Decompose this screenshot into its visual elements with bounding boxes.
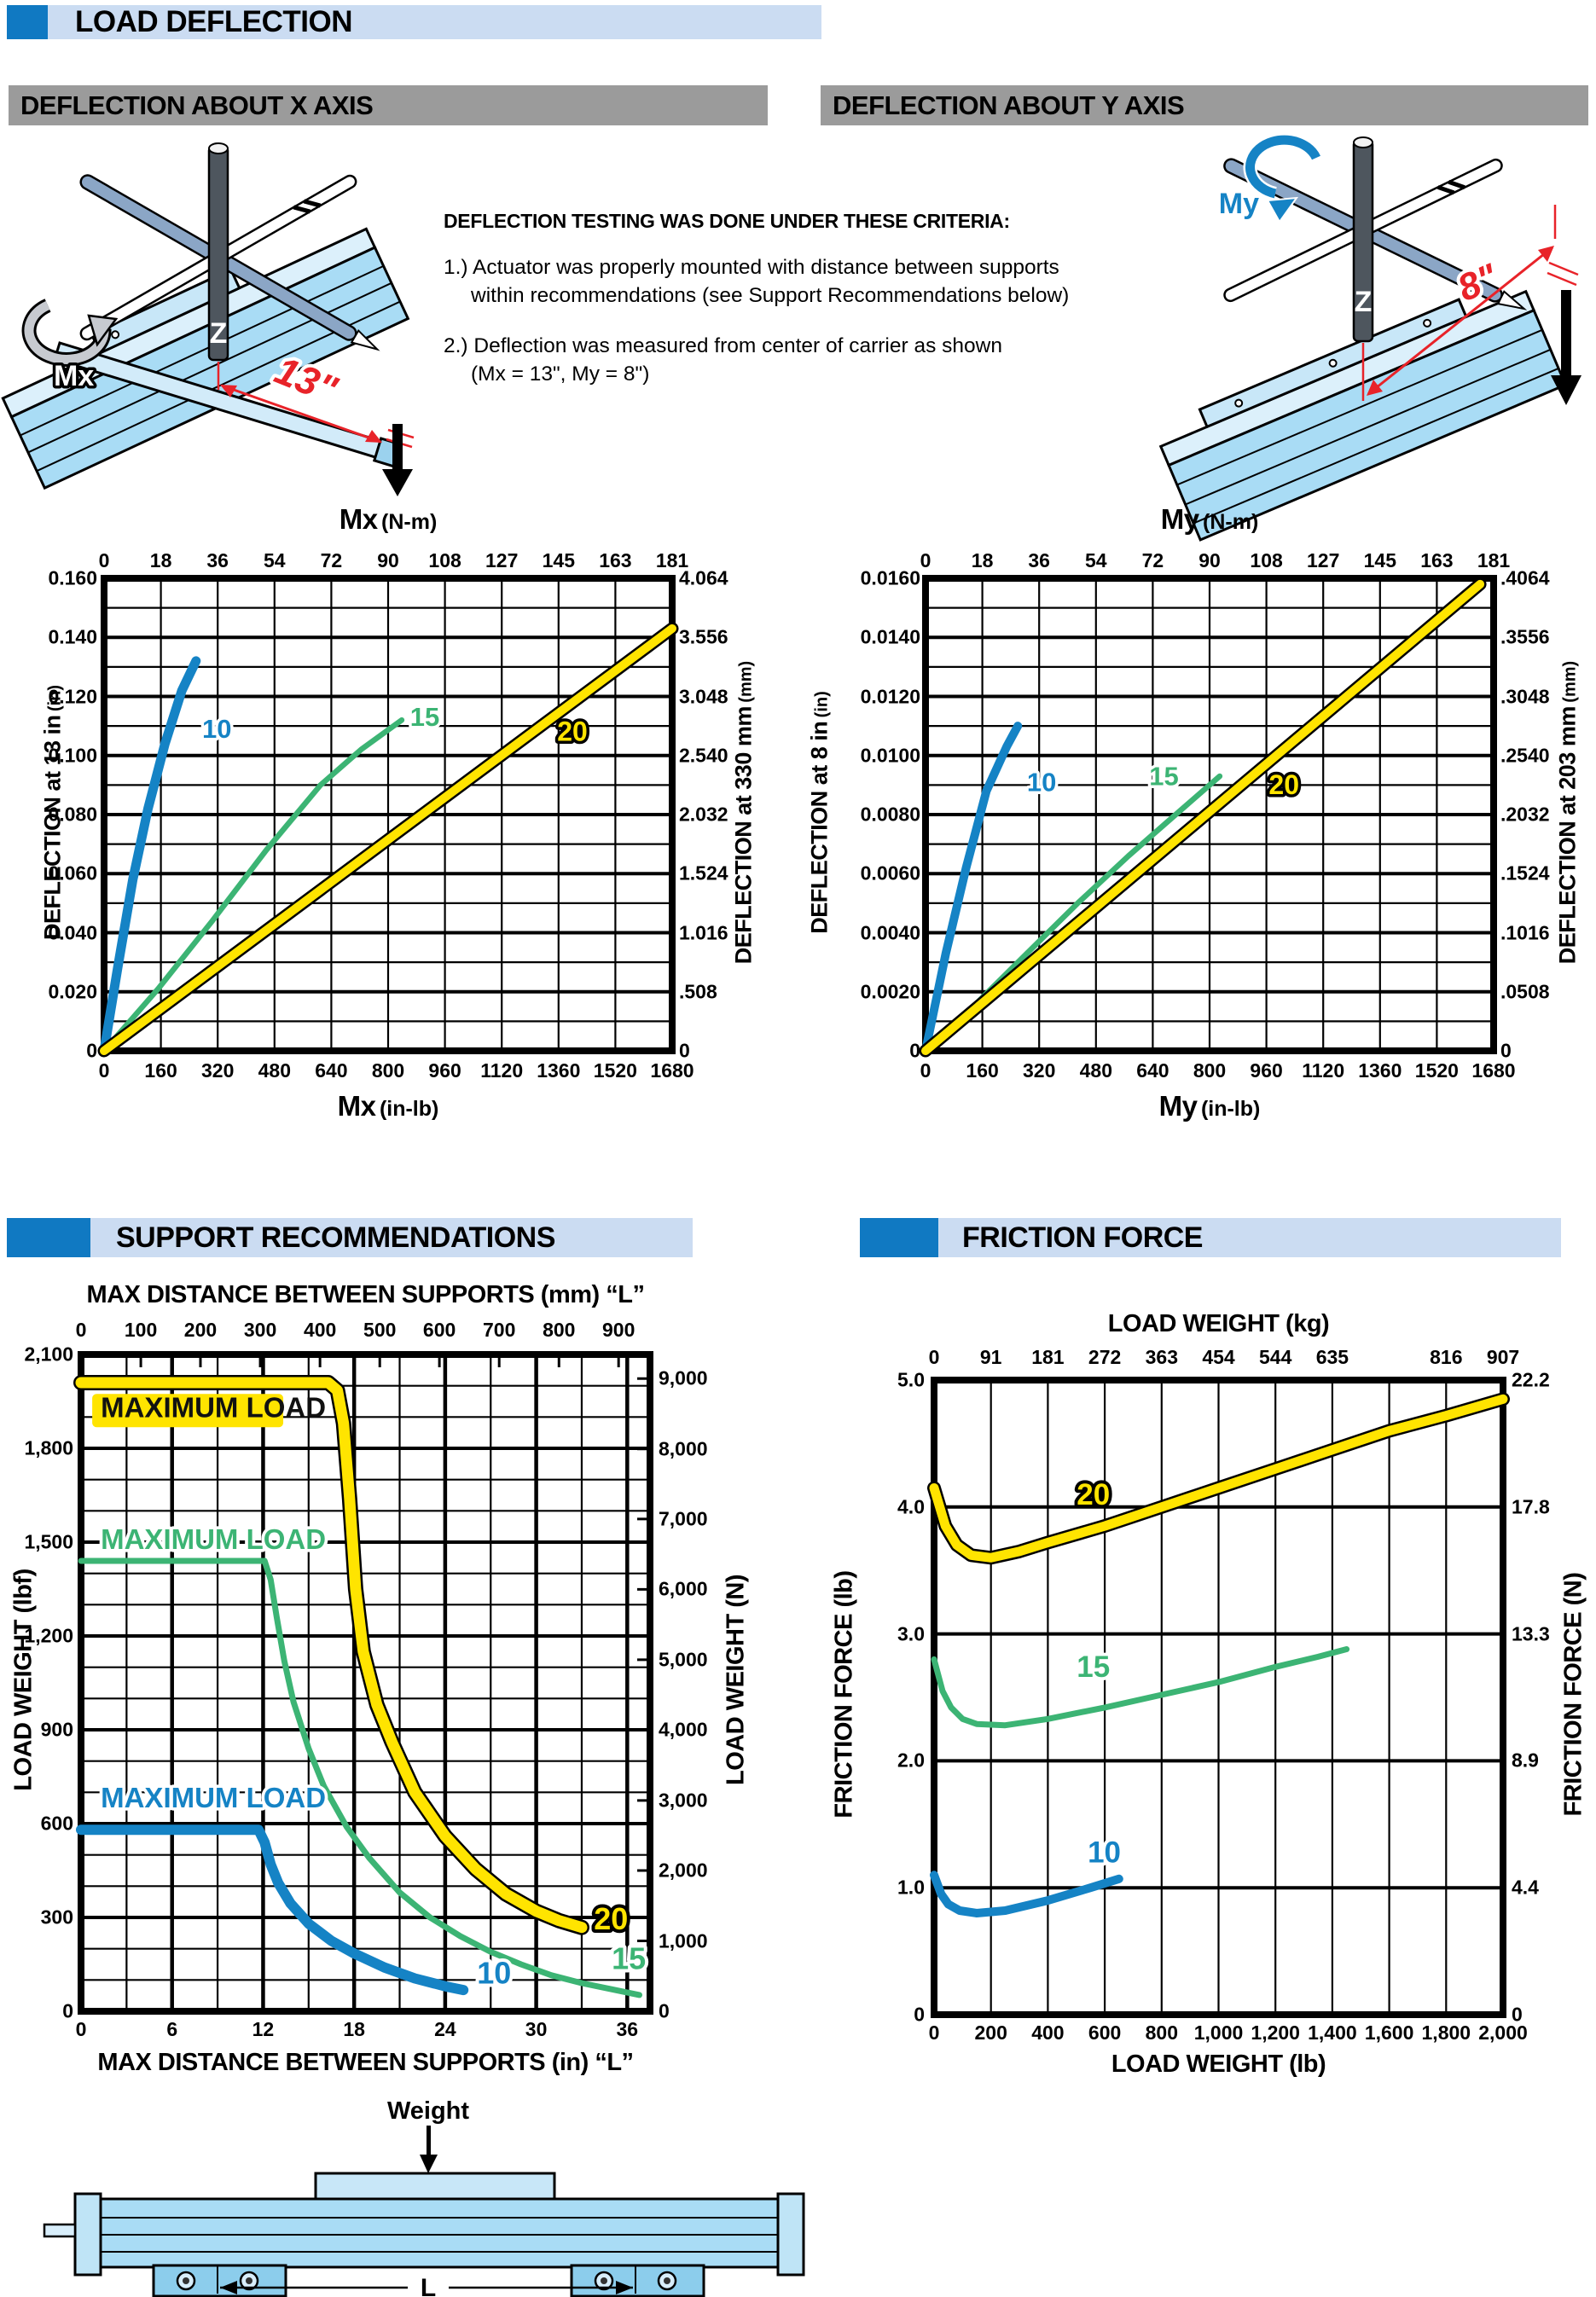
my-rotation-arrow (1243, 133, 1323, 223)
mx-bottom-ticks: 0 160 320 480 640 800 960 1120 1360 1520 1680 (98, 1059, 694, 1082)
my-chart-title: My (N-m) (1160, 503, 1259, 535)
svg-text:15: 15 (1077, 1650, 1110, 1684)
axis-cross: Z (79, 142, 380, 362)
my-bottom-ticks: 0 160 320 480 640 800 960 1120 1360 1520 1680 (920, 1059, 1516, 1082)
my-top-ticks: 0 18 36 54 72 90 108 127 145 163 181 (920, 549, 1511, 571)
my-left-axis-title: DEFLECTION at 8 in (in) (806, 691, 833, 934)
friction-title: FRICTION FORCE (962, 1221, 1203, 1254)
dimension-8in (1361, 205, 1579, 401)
mx-right-axis-title: DEFLECTION at 330 mm (mm) (730, 660, 757, 965)
header-accent-square (7, 5, 48, 39)
my-moment-label: My (1219, 188, 1259, 220)
support-bottom-title: MAX DISTANCE BETWEEN SUPPORTS (in) “L” (97, 2049, 634, 2076)
my-left-ticks: 0.0160 0.0140 0.0120 0.0100 0.0080 0.0060 0.00… (860, 566, 920, 1062)
friction-accent-square (860, 1218, 938, 1257)
friction-header-bar: FRICTION FORCE (938, 1218, 1561, 1257)
svg-text:20: 20 (557, 716, 588, 746)
length-label: L (421, 2274, 436, 2297)
page-header-bar: LOAD DEFLECTION (48, 5, 821, 39)
criteria-heading: DEFLECTION TESTING WAS DONE UNDER THESE … (444, 210, 1010, 232)
carrier-block (314, 2172, 556, 2201)
friction-right-ticks: 22.2 17.8 13.3 8.9 4.4 0 (1512, 1368, 1550, 2026)
weight-label: Weight (387, 2097, 469, 2125)
mx-rotation-arrow (21, 299, 119, 367)
mx-right-ticks: 4.064 3.556 3.048 2.540 2.032 1.524 1.016.508 0 (679, 566, 728, 1062)
deflection-y-illustration: Z My 8" (1158, 133, 1581, 542)
svg-text:10: 10 (477, 1956, 511, 1991)
page-title: LOAD DEFLECTION (75, 5, 352, 38)
friction-left-axis-title: FRICTION FORCE (lb) (830, 1570, 858, 1818)
svg-text:10: 10 (1027, 767, 1056, 797)
criteria-item-1: 1.) Actuator was properly mounted with d… (444, 256, 1070, 307)
my-right-axis-title: DEFLECTION at 203 mm (mm) (1554, 660, 1581, 965)
criteria-block: DEFLECTION TESTING WAS DONE UNDER THESE … (444, 210, 1152, 410)
criteria-item-2: 2.) Deflection was measured from center … (444, 334, 1002, 386)
length-dimension (217, 2265, 636, 2294)
mx-left-ticks: 0.160 0.140 0.120 0.100 0.080 0.060 0.040 0.020… (48, 566, 97, 1062)
svg-text:15: 15 (410, 702, 439, 732)
mx-left-axis-title: DEFLECTION at 13 in (in) (39, 684, 66, 941)
svg-text:20: 20 (1268, 769, 1299, 800)
support-top-ticks: 0 100 200 300 400 500 600 700 800 900 (75, 1319, 635, 1341)
rod-stub (43, 2223, 77, 2238)
mx-xaxis-title: Mx (in-lb) (337, 1090, 439, 1122)
friction-chart-canvas: 20 15 10 (927, 1377, 1510, 2018)
z-axis-label: Z (210, 317, 228, 350)
support-accent-square (7, 1218, 90, 1257)
cross-beam (53, 341, 403, 468)
down-arrow-x (382, 424, 413, 496)
end-cap-right (776, 2192, 805, 2277)
svg-text:15: 15 (612, 1941, 646, 1976)
support-bottom-ticks: 0 6 12 18 24 30 36 (75, 2018, 639, 2040)
my-right-ticks: .4064.3556.3048.2540.2032.1524.1016.0508… (1500, 566, 1550, 1062)
friction-bottom-ticks: 0 200 400 600 800 1,000 1,200 1,400 1,600 1,800 2,… (928, 2021, 1528, 2044)
support-chart-canvas: MAXIMUM LOAD MAXIMUM LOAD MAXIMUM LOAD 20 15… (73, 1351, 653, 2015)
support-top-title: MAX DISTANCE BETWEEN SUPPORTS (mm) “L” (86, 1281, 645, 1308)
svg-text:10: 10 (202, 714, 231, 744)
mount-foot-right (570, 2264, 705, 2297)
end-cap-left (73, 2192, 102, 2277)
mount-foot-left (152, 2264, 287, 2297)
svg-text:10: 10 (1088, 1836, 1121, 1869)
my-xaxis-title: My (in-lb) (1158, 1090, 1261, 1122)
svg-text:MAXIMUM LOAD: MAXIMUM LOAD (101, 1523, 326, 1555)
actuator-extrusion (99, 2197, 780, 2269)
svg-text:20: 20 (594, 1901, 628, 1936)
friction-top-ticks: 0 91 181 272 363 454 544 635 816 907 (928, 1346, 1520, 1368)
axis-cross-y: Z (1223, 136, 1528, 343)
friction-left-ticks: 5.0 4.0 3.0 2.0 1.0 0 (897, 1368, 925, 2026)
svg-text:MAXIMUM LOAD: MAXIMUM LOAD (101, 1391, 326, 1423)
section-header-x: DEFLECTION ABOUT X AXIS (9, 85, 768, 125)
support-title: SUPPORT RECOMMENDATIONS (116, 1221, 555, 1254)
my-chart-canvas: 10 15 20 (919, 575, 1497, 1058)
z-axis-label-y: Z (1355, 286, 1373, 318)
section-header-y: DEFLECTION ABOUT Y AXIS (821, 85, 1588, 125)
support-left-axis-title: LOAD WEIGHT (lbf) (9, 1569, 38, 1791)
weight-arrow (420, 2126, 438, 2173)
svg-text:20: 20 (1077, 1478, 1110, 1511)
mx-chart-title: Mx (N-m) (339, 503, 438, 535)
support-right-ticks: 9,000 8,000 7,000 6,000 5,000 4,000 3,000 2,000… (659, 1366, 708, 2022)
mx-chart-canvas: 10 15 20 (97, 575, 679, 1058)
friction-right-axis-title: FRICTION FORCE (N) (1559, 1572, 1587, 1817)
svg-text:MAXIMUM LOAD: MAXIMUM LOAD (101, 1782, 326, 1813)
support-header-bar: SUPPORT RECOMMENDATIONS (90, 1218, 693, 1257)
mx-moment-label: Mx (54, 360, 94, 392)
mx-top-ticks: 0 18 36 54 72 90 108 127 145 163 181 (98, 549, 689, 571)
support-left-ticks: 2,100 1,800 1,500 1,200 900 600 300 0 (24, 1343, 73, 2022)
down-arrow-y (1551, 290, 1581, 405)
svg-text:15: 15 (1149, 761, 1178, 791)
deflection-x-illustration: Z Mx 13" (1, 142, 415, 496)
support-right-axis-title: LOAD WEIGHT (N) (722, 1575, 750, 1786)
friction-top-title: LOAD WEIGHT (kg) (1107, 1310, 1330, 1337)
support-length-diagram: Weight L (43, 2097, 805, 2297)
friction-bottom-title: LOAD WEIGHT (lb) (1111, 2050, 1326, 2078)
